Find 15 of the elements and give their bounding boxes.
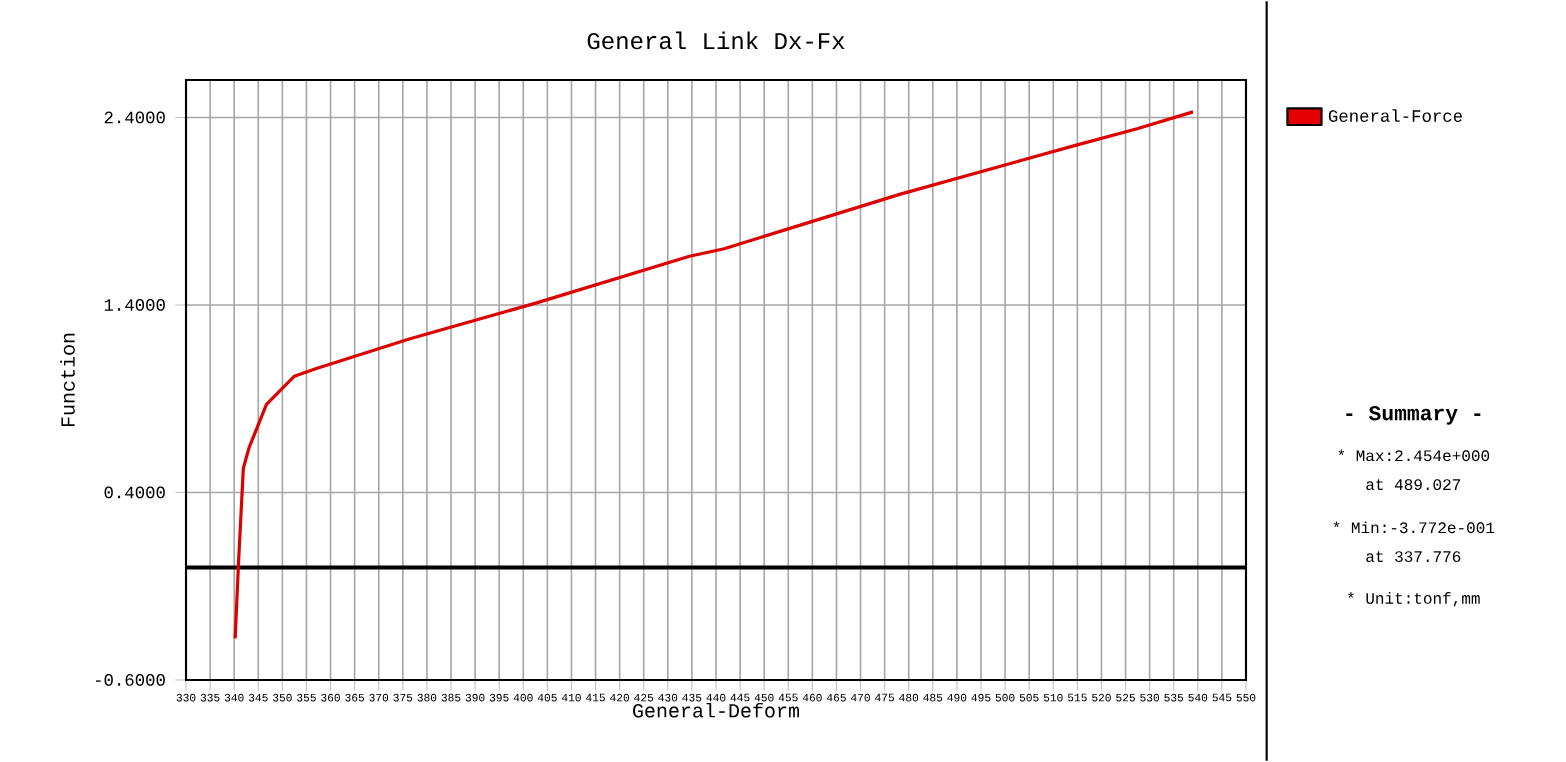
y-tick-label: -0.6000 (95, 674, 165, 686)
y-tick-label: 0.4000 (104, 486, 165, 499)
text: - Summary - (1346, 405, 1481, 425)
text: * Max:2.454e+000 (1338, 449, 1490, 462)
text: * Min:-3.772e-001 (1333, 521, 1495, 534)
legend-label: General-Force (1328, 109, 1462, 122)
line-series (233, 110, 1195, 640)
y-tick-label: 2.4000 (104, 111, 165, 124)
y-axis-title: Function (60, 333, 75, 427)
text: * Unit:tonf,mm (1348, 592, 1480, 607)
x-axis-title: General-Deform (633, 702, 799, 718)
text: at 337.776 (1366, 551, 1461, 563)
text: at 489.027 (1366, 479, 1461, 491)
y-tick-label: 1.4000 (104, 299, 165, 311)
chart-title: General Link Dx-Fx (587, 31, 845, 50)
